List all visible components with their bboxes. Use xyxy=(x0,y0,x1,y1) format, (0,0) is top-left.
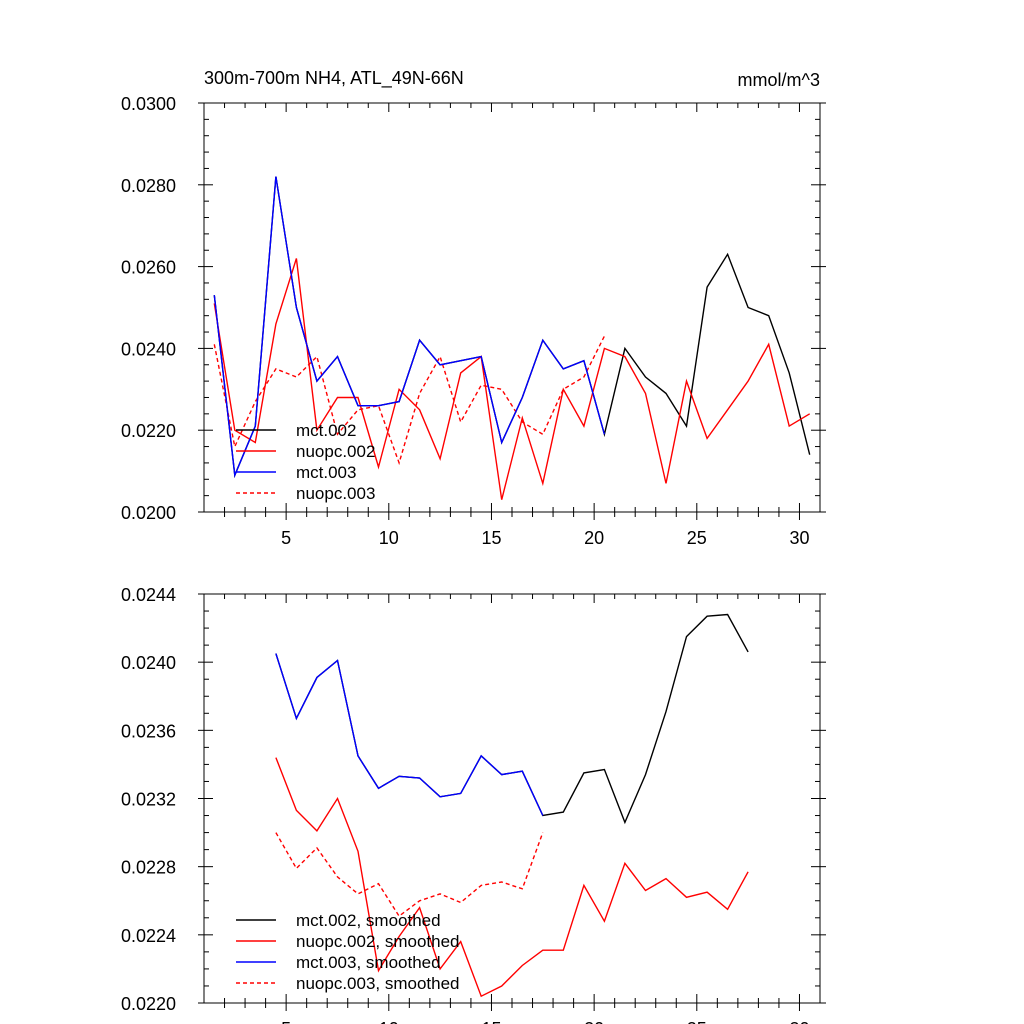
series-line-nuopc-003 xyxy=(213,335,606,466)
x-tick-label: 10 xyxy=(379,1019,399,1024)
x-tick-label: 20 xyxy=(584,1019,604,1024)
top-panel: 300m-700m NH4, ATL_49N-66N mmol/m^3 5 10 1… xyxy=(121,68,826,548)
y-tick-label: 0.0200 xyxy=(121,503,176,523)
y-tick-label: 0.0232 xyxy=(121,790,176,810)
x-tick-label: 5 xyxy=(281,528,291,548)
series-line-nuopc-002 xyxy=(213,258,811,500)
y-tick-label: 0.0220 xyxy=(121,421,176,441)
x-tick-label: 15 xyxy=(481,1019,501,1024)
x-tick-label: 10 xyxy=(379,528,399,548)
y-tick-label: 0.0224 xyxy=(121,926,176,946)
legend-label: mct.003, smoothed xyxy=(296,953,441,972)
x-tick-label: 20 xyxy=(584,528,604,548)
x-tick-label: 5 xyxy=(281,1019,291,1024)
x-tick-label: 25 xyxy=(687,528,707,548)
series-line-nuopc-002-smoothed xyxy=(275,757,749,998)
y-tick-label: 0.0220 xyxy=(121,994,176,1014)
chart-title: 300m-700m NH4, ATL_49N-66N xyxy=(204,68,464,89)
series-line-mct-002-smoothed xyxy=(275,613,749,825)
legend-label: nuopc.002, smoothed xyxy=(296,932,460,951)
series-line-mct-003 xyxy=(213,176,606,478)
y-tick-label: 0.0240 xyxy=(121,653,176,673)
legend-label: mct.003 xyxy=(296,463,356,482)
y-tick-label: 0.0236 xyxy=(121,721,176,741)
x-tick-label: 30 xyxy=(789,528,809,548)
y-tick-label: 0.0260 xyxy=(121,258,176,278)
bottom-panel: 5 10 15 20 25 30 0.0220 0.0224 0.0228 0.0232 0.023… xyxy=(121,585,826,1024)
legend-label: nuopc.003, smoothed xyxy=(296,974,460,993)
y-tick-label: 0.0280 xyxy=(121,176,176,196)
series-line-mct-003-smoothed xyxy=(275,653,544,816)
y-tick-label: 0.0300 xyxy=(121,94,176,114)
legend-label: nuopc.002 xyxy=(296,442,375,461)
legend-label: nuopc.003 xyxy=(296,484,375,503)
series-line-nuopc-003-smoothed xyxy=(275,832,544,918)
units-label: mmol/m^3 xyxy=(738,70,820,90)
legend-label: mct.002, smoothed xyxy=(296,911,441,930)
y-tick-label: 0.0244 xyxy=(121,585,176,605)
x-tick-label: 15 xyxy=(481,528,501,548)
x-tick-label: 30 xyxy=(789,1019,809,1024)
y-tick-label: 0.0228 xyxy=(121,858,176,878)
x-tick-label: 25 xyxy=(687,1019,707,1024)
legend-label: mct.002 xyxy=(296,421,356,440)
y-tick-label: 0.0240 xyxy=(121,339,176,359)
